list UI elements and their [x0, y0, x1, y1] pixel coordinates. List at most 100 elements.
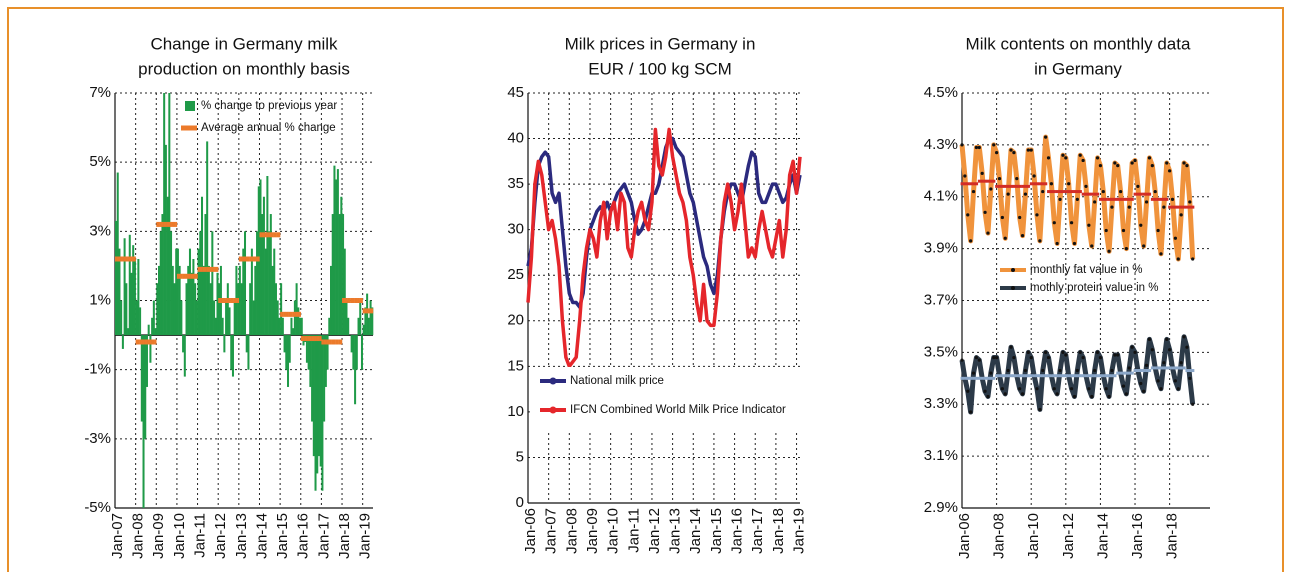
point [1061, 350, 1065, 354]
point [1046, 156, 1051, 160]
legend-label: monthly fat value in % [1030, 264, 1143, 276]
bar [115, 220, 118, 336]
bar [273, 248, 276, 336]
chart-title: EUR / 100 kg SCM [588, 59, 732, 78]
point [1035, 213, 1039, 217]
point [1136, 184, 1140, 188]
point [974, 355, 979, 360]
bar [211, 231, 214, 336]
point [969, 410, 973, 414]
point [1150, 348, 1154, 352]
point [986, 231, 990, 235]
x-tick-label: Jan-15 [274, 513, 291, 559]
chart-title: Change in Germany milk [150, 34, 338, 53]
bar [173, 283, 176, 336]
y-tick-label: 15 [507, 357, 524, 374]
point [1159, 252, 1163, 256]
bar [269, 214, 272, 336]
bar [183, 335, 186, 377]
bar [338, 214, 341, 336]
bar [123, 238, 126, 336]
point [992, 355, 996, 360]
point [1035, 387, 1039, 391]
point [1188, 200, 1192, 204]
bar [292, 328, 295, 336]
bar [254, 265, 257, 336]
legend-swatch [185, 101, 195, 111]
point [1162, 205, 1166, 209]
bar [369, 300, 372, 336]
bar [128, 234, 131, 336]
point [1093, 200, 1097, 204]
point [1173, 379, 1177, 383]
bar [127, 328, 130, 336]
bar [202, 265, 205, 336]
point [1064, 156, 1068, 160]
bar [281, 317, 284, 336]
point [1003, 392, 1007, 396]
chart: Milk prices in Germany in EUR / 100 kg SC… [507, 34, 807, 553]
point [1176, 257, 1180, 261]
bar [321, 335, 324, 491]
x-tick-label: Jan-06 [956, 513, 973, 559]
bar [309, 335, 312, 387]
point [1101, 189, 1105, 194]
bar [364, 307, 367, 336]
x-tick-label: Jan-07 [109, 513, 126, 559]
bar [305, 335, 308, 363]
bar [197, 248, 200, 336]
y-tick-label: 20 [507, 312, 524, 329]
bar [300, 317, 303, 336]
y-tick-label: 45 [507, 84, 524, 101]
point [1000, 387, 1004, 391]
bar [262, 196, 265, 336]
point [1185, 345, 1189, 349]
point [1069, 387, 1074, 391]
bar [256, 231, 259, 336]
chart-title: in Germany [1034, 59, 1122, 78]
point [1139, 381, 1143, 386]
chart: Milk contents on monthly data in Germany 2… [924, 34, 1210, 559]
bar [201, 196, 204, 336]
point [989, 371, 993, 375]
y-tick-label: 2.9% [924, 499, 958, 516]
chart-title: Milk prices in Germany in [565, 34, 756, 53]
y-tick-label: 25 [507, 266, 524, 283]
point [1098, 355, 1103, 360]
point [1191, 402, 1195, 406]
point [1127, 205, 1131, 209]
bar [371, 307, 374, 336]
bar [125, 283, 128, 336]
y-tick-label: 0 [516, 494, 524, 511]
point [1168, 348, 1172, 352]
y-tick-label: 40 [507, 130, 524, 147]
bar [116, 172, 119, 336]
point [969, 239, 973, 243]
bar [180, 300, 183, 336]
bar [225, 300, 228, 336]
point [1124, 392, 1128, 396]
bar [288, 335, 291, 363]
chart: Change in Germany milk production on mont… [84, 34, 373, 558]
bar [342, 214, 345, 336]
bar [135, 300, 138, 336]
point [971, 371, 976, 375]
bar [214, 317, 217, 336]
y-tick-label: 10 [507, 403, 524, 420]
point [1107, 249, 1111, 253]
bar [347, 317, 350, 336]
bar [261, 214, 264, 336]
x-tick-label: Jan-19 [791, 508, 808, 554]
point [1055, 241, 1059, 246]
bar [139, 307, 142, 336]
bar [317, 335, 320, 457]
point [1162, 361, 1166, 365]
point [1075, 197, 1079, 201]
point [986, 394, 990, 399]
point [1098, 164, 1103, 168]
bar [345, 300, 348, 336]
point [1179, 213, 1183, 217]
x-tick-label: Jan-12 [646, 508, 663, 554]
point [1133, 350, 1137, 354]
y-tick-label: 3% [89, 222, 111, 239]
